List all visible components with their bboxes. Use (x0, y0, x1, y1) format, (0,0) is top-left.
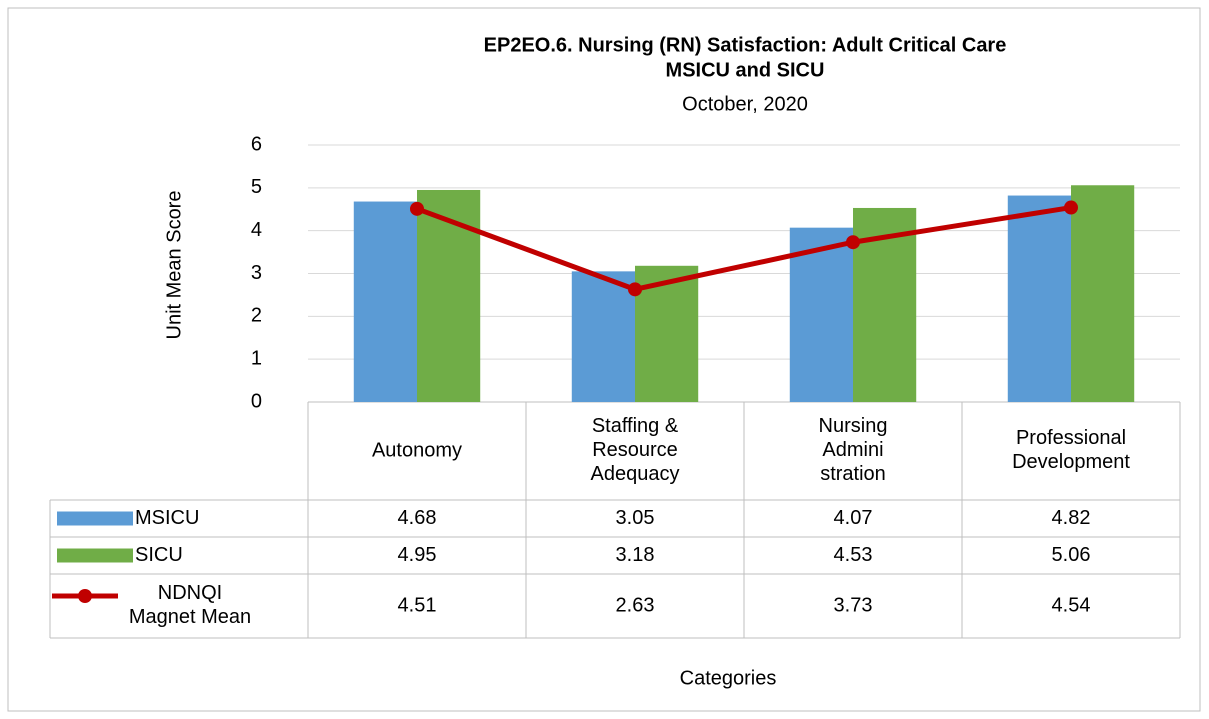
table-value: 4.54 (1052, 594, 1091, 616)
bar (789, 227, 853, 402)
table-value: 3.73 (834, 594, 873, 616)
table-value: 4.07 (834, 507, 873, 529)
chart-title: EP2EO.6. Nursing (RN) Satisfaction: Adul… (484, 34, 1007, 56)
y-tick-label: 6 (251, 133, 262, 155)
bar (1007, 195, 1071, 402)
bar (571, 271, 635, 402)
bar (1071, 185, 1135, 402)
table-value: 4.68 (398, 507, 437, 529)
y-tick-label: 0 (251, 390, 262, 412)
table-value: 2.63 (616, 594, 655, 616)
x-tick-label: Staffing & Resource Adequacy (591, 415, 680, 485)
bar (417, 189, 481, 402)
y-tick-label: 4 (251, 219, 262, 241)
x-axis-label: Categories (680, 667, 777, 689)
line (416, 205, 1072, 292)
legend-key (57, 548, 133, 563)
line-point (846, 235, 860, 250)
y-tick-label: 1 (251, 347, 262, 369)
legend-key (57, 511, 133, 526)
table-value: 4.82 (1052, 507, 1091, 529)
table-value: 5.06 (1052, 544, 1091, 566)
y-tick-label: 2 (251, 305, 262, 327)
y-tick-label: 3 (251, 262, 262, 284)
chart-subtitle: MSICU and SICU (666, 59, 825, 81)
table-value: 4.95 (398, 544, 437, 566)
table-value: 4.53 (834, 544, 873, 566)
legend-label: SICU (135, 544, 183, 566)
table-value: 4.51 (398, 594, 437, 616)
line-point (1064, 200, 1078, 215)
legend-label: MSICU (135, 507, 199, 529)
chart-date: October, 2020 (682, 93, 808, 115)
x-tick-label: Autonomy (372, 439, 462, 461)
x-tick-label: Professional Development (1012, 427, 1130, 473)
line-point (410, 201, 424, 216)
legend-key (78, 589, 92, 603)
y-tick-label: 5 (251, 176, 262, 198)
x-tick-label: Nursing Admini stration (819, 415, 888, 485)
legend-label: NDNQI Magnet Mean (129, 582, 251, 628)
bar (353, 201, 417, 402)
table-value: 3.05 (616, 507, 655, 529)
line-point (628, 282, 642, 297)
y-axis-label: Unit Mean Score (163, 191, 185, 340)
table-value: 3.18 (616, 544, 655, 566)
